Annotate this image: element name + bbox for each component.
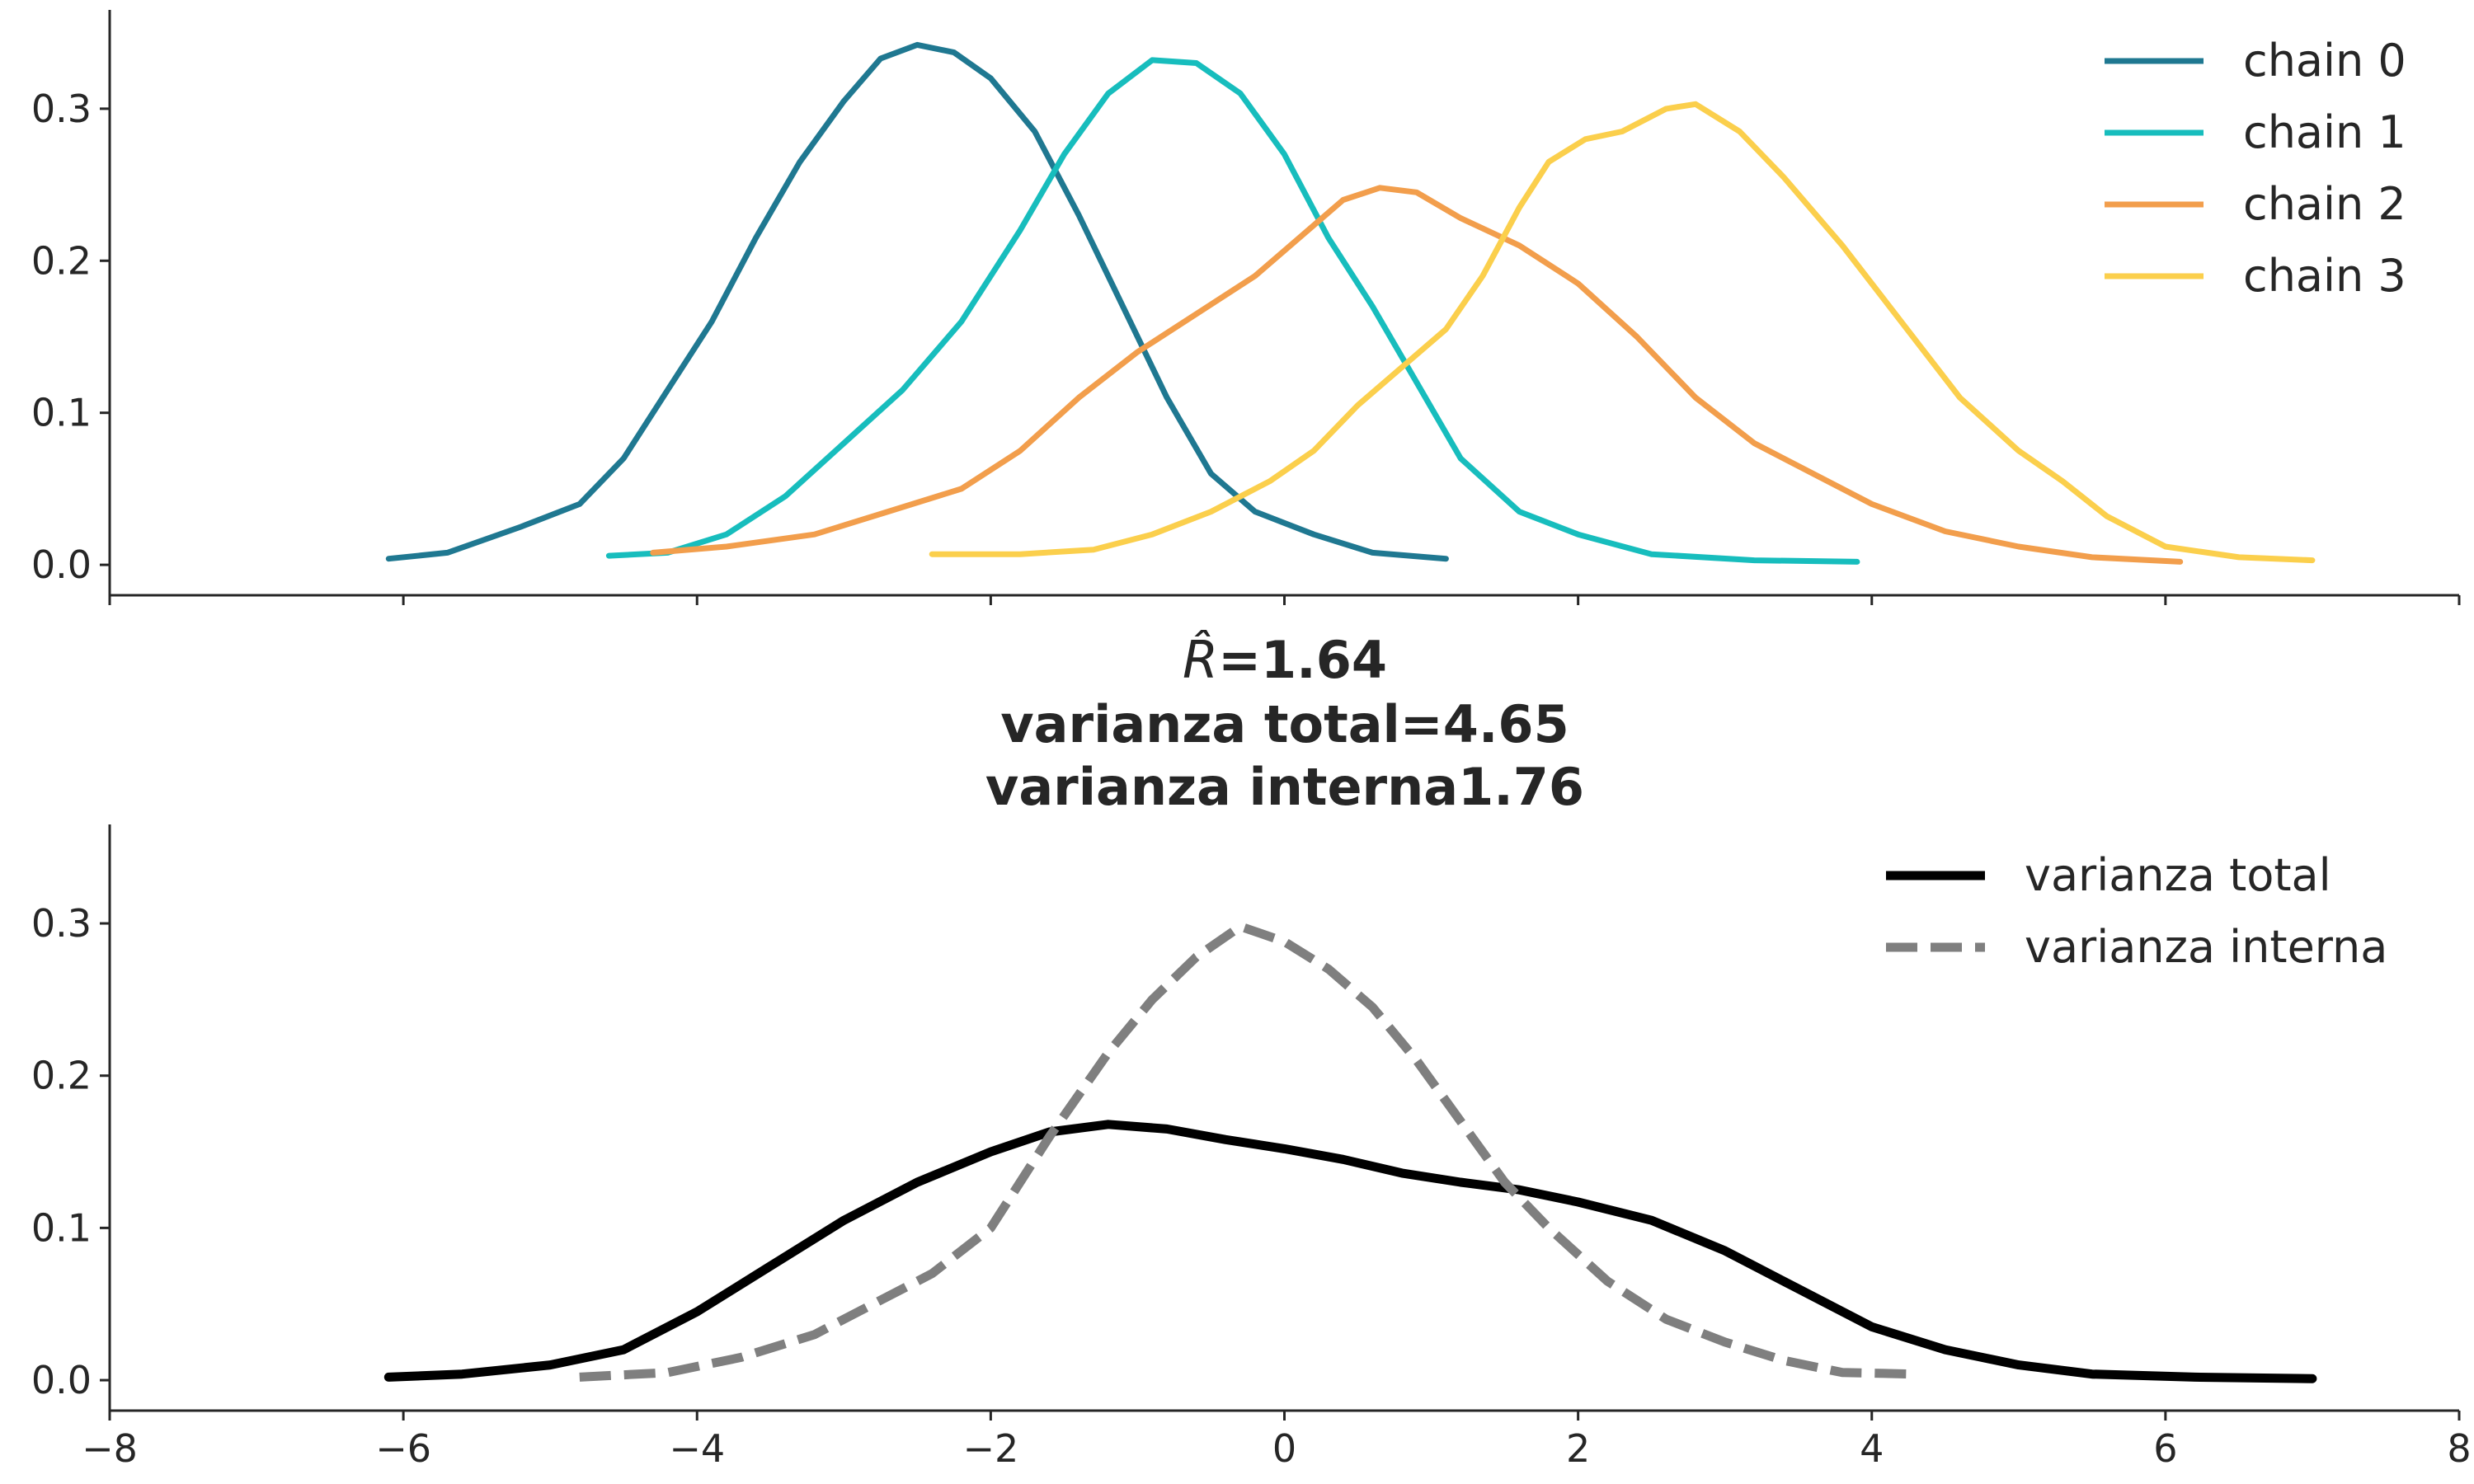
series-line-0 — [385, 41, 1449, 562]
y-tick-label: 0.2 — [31, 238, 92, 283]
legend-label: chain 0 — [2243, 35, 2406, 87]
variance-kde-panel: 0.0 0.1 0.2 0.3 −8 −6 −4 −2 0 2 4 6 8 varianza tota… — [31, 824, 2472, 1471]
legend-label: varianza interna — [2025, 921, 2387, 973]
x-tick-label: 0 — [1272, 1426, 1296, 1471]
x-tick-label: −2 — [962, 1426, 1018, 1471]
y-ticks: 0.0 0.1 0.2 0.3 — [31, 901, 110, 1402]
rhat-symbol: R̂ — [1183, 630, 1218, 690]
series-line-2 — [650, 185, 2184, 565]
title-line-3: varianza interna1.76 — [985, 757, 1584, 817]
series-group — [385, 41, 2316, 565]
x-tick-label: 2 — [1566, 1426, 1590, 1471]
y-tick-label: 0.0 — [31, 1358, 92, 1402]
series-line-3 — [929, 101, 2316, 564]
x-tick-label: 4 — [1860, 1426, 1884, 1471]
legend-label: chain 2 — [2243, 178, 2406, 230]
legend-label: chain 3 — [2243, 250, 2406, 302]
y-tick-label: 0.3 — [31, 901, 92, 946]
x-ticks: −8 −6 −4 −2 0 2 4 6 8 — [82, 1411, 2472, 1471]
legend: chain 0 chain 1 chain 2 chain 3 — [2105, 35, 2406, 302]
x-tick-label: −6 — [375, 1426, 431, 1471]
legend-label: varianza total — [2025, 849, 2331, 901]
y-ticks: 0.0 0.1 0.2 0.3 — [31, 87, 110, 587]
legend: varianza total varianza interna — [1886, 849, 2387, 973]
y-tick-label: 0.1 — [31, 391, 92, 435]
y-tick-label: 0.3 — [31, 87, 92, 131]
series-line-1 — [605, 57, 1860, 565]
series-line-1 — [579, 922, 1917, 1382]
title-line-2: varianza total=4.65 — [1000, 694, 1569, 754]
x-tick-label: 6 — [2153, 1426, 2177, 1471]
x-tick-label: −8 — [82, 1426, 138, 1471]
y-tick-label: 0.1 — [31, 1205, 92, 1250]
y-tick-label: 0.0 — [31, 542, 92, 587]
y-tick-label: 0.2 — [31, 1054, 92, 1098]
legend-label: chain 1 — [2243, 106, 2406, 158]
x-ticks — [108, 595, 2461, 605]
series-group — [383, 922, 2317, 1383]
series-line-0 — [383, 1120, 2317, 1383]
chart-title: R̂=1.64 varianza total=4.65 varianza int… — [985, 630, 1584, 817]
title-line-1: R̂=1.64 — [1183, 630, 1387, 690]
rhat-value: =1.64 — [1218, 630, 1387, 690]
x-tick-label: −4 — [669, 1426, 725, 1471]
x-tick-label: 8 — [2447, 1426, 2471, 1471]
